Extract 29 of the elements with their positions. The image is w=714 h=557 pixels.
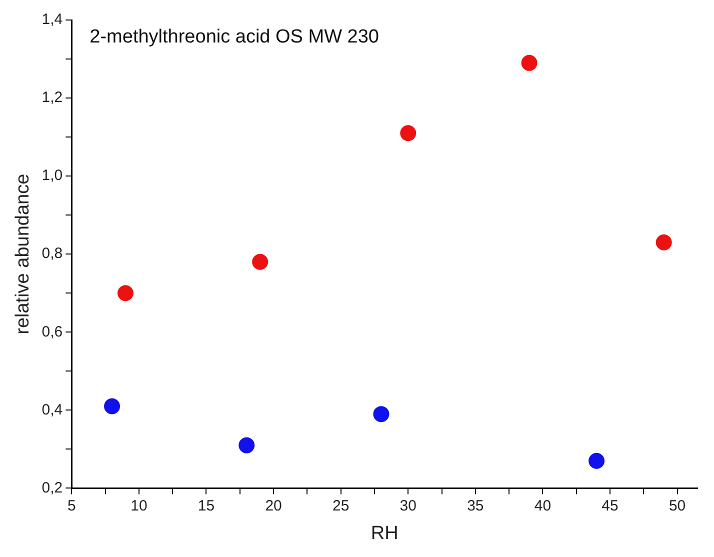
point	[656, 234, 672, 250]
x-tick-label: 50	[668, 497, 686, 514]
y-tick-label: 0,8	[42, 245, 63, 262]
point	[373, 406, 390, 422]
y-tick-label: 0,4	[42, 401, 63, 418]
point	[117, 285, 134, 302]
x-tick-label: 25	[332, 497, 350, 514]
point	[238, 437, 255, 454]
chart-title: 2-methylthreonic acid OS MW 230	[90, 26, 379, 48]
point	[104, 398, 120, 414]
point	[252, 254, 268, 270]
x-tick-label: 35	[467, 497, 484, 514]
point	[521, 54, 538, 71]
x-axis-title: RH	[370, 522, 398, 544]
point	[400, 125, 416, 142]
x-tick-label: 5	[67, 497, 76, 514]
point	[588, 452, 605, 469]
x-tick-label: 40	[534, 497, 552, 514]
y-tick-label: 1,4	[42, 11, 63, 28]
x-tick-label: 20	[265, 497, 282, 514]
x-tick-label: 15	[198, 497, 215, 514]
x-tick-label: 30	[400, 497, 416, 514]
x-tick-label: 45	[602, 497, 618, 514]
y-tick-label: 1,2	[42, 89, 63, 106]
y-tick-label: 0,6	[42, 323, 63, 340]
y-tick-label: 0,2	[42, 479, 63, 496]
y-tick-label: 1,0	[42, 167, 63, 184]
x-tick-label: 10	[130, 497, 148, 514]
y-axis-title: relative abundance	[12, 174, 34, 334]
